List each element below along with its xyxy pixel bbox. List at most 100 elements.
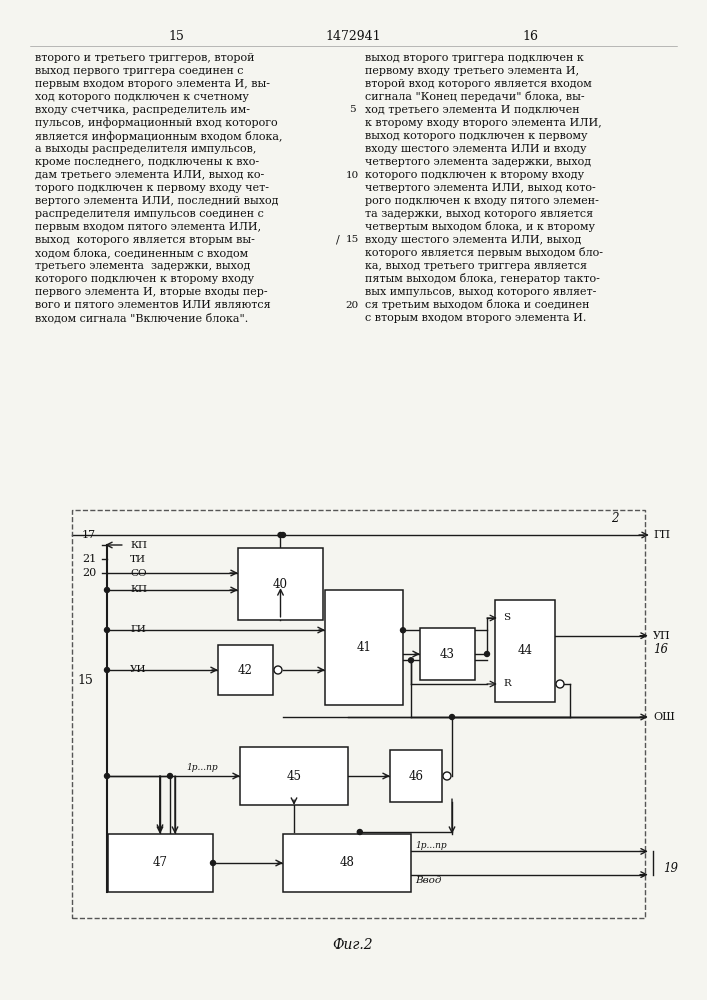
Text: 40: 40 bbox=[273, 578, 288, 590]
Circle shape bbox=[105, 668, 110, 672]
Text: КП: КП bbox=[130, 585, 147, 594]
Text: 5: 5 bbox=[349, 105, 356, 114]
Text: пятым выходом блока, генератор такто-: пятым выходом блока, генератор такто- bbox=[365, 273, 600, 284]
Text: выход которого подключен к первому: выход которого подключен к первому bbox=[365, 131, 588, 141]
Text: выход первого триггера соединен с: выход первого триггера соединен с bbox=[35, 66, 243, 76]
Text: входу счетчика, распределитель им-: входу счетчика, распределитель им- bbox=[35, 105, 250, 115]
Circle shape bbox=[274, 666, 282, 674]
Text: второй вход которого является входом: второй вход которого является входом bbox=[365, 79, 592, 89]
Bar bbox=[325, 590, 403, 705]
Text: которого является первым выходом бло-: которого является первым выходом бло- bbox=[365, 247, 603, 258]
Circle shape bbox=[484, 652, 489, 656]
Text: первым входом второго элемента И, вы-: первым входом второго элемента И, вы- bbox=[35, 79, 270, 89]
Text: вых импульсов, выход которого являет-: вых импульсов, выход которого являет- bbox=[365, 287, 597, 297]
Text: дам третьего элемента ИЛИ, выход ко-: дам третьего элемента ИЛИ, выход ко- bbox=[35, 170, 264, 180]
Text: УП: УП bbox=[653, 631, 671, 641]
Text: 17: 17 bbox=[82, 530, 96, 540]
Text: S: S bbox=[503, 613, 510, 622]
Text: третьего элемента  задержки, выход: третьего элемента задержки, выход bbox=[35, 261, 250, 271]
Text: которого подключен к второму входу: которого подключен к второму входу bbox=[365, 170, 584, 180]
Text: СО: СО bbox=[130, 568, 146, 578]
Bar bbox=[238, 548, 323, 620]
Bar bbox=[420, 628, 475, 680]
Text: 2: 2 bbox=[612, 512, 619, 524]
Text: а выходы распределителя импульсов,: а выходы распределителя импульсов, bbox=[35, 144, 257, 154]
Text: 15: 15 bbox=[346, 235, 358, 244]
Circle shape bbox=[400, 628, 406, 633]
Text: ОШ: ОШ bbox=[653, 712, 675, 722]
Text: распределителя импульсов соединен с: распределителя импульсов соединен с bbox=[35, 209, 264, 219]
Text: 43: 43 bbox=[440, 648, 455, 660]
Text: 44: 44 bbox=[518, 645, 532, 658]
Text: КП: КП bbox=[130, 540, 147, 550]
Circle shape bbox=[450, 714, 455, 720]
Bar bbox=[283, 834, 411, 892]
Circle shape bbox=[211, 860, 216, 865]
Circle shape bbox=[556, 680, 564, 688]
Bar bbox=[218, 645, 273, 695]
Text: пульсов, информационный вход которого: пульсов, информационный вход которого bbox=[35, 118, 278, 128]
Text: /: / bbox=[337, 235, 340, 245]
Circle shape bbox=[105, 628, 110, 633]
Text: четвертым выходом блока, и к второму: четвертым выходом блока, и к второму bbox=[365, 222, 595, 232]
Text: УИ: УИ bbox=[130, 666, 146, 674]
Circle shape bbox=[105, 774, 110, 778]
Text: первому входу третьего элемента И,: первому входу третьего элемента И, bbox=[365, 66, 579, 76]
Text: 20: 20 bbox=[346, 300, 358, 310]
Text: 16: 16 bbox=[522, 30, 538, 43]
Text: Ввод: Ввод bbox=[415, 876, 441, 885]
Text: ТИ: ТИ bbox=[130, 554, 146, 564]
Text: 19: 19 bbox=[663, 861, 678, 874]
Text: ся третьим выходом блока и соединен: ся третьим выходом блока и соединен bbox=[365, 300, 590, 310]
Text: вертого элемента ИЛИ, последний выход: вертого элемента ИЛИ, последний выход bbox=[35, 196, 279, 206]
Text: торого подключен к первому входу чет-: торого подключен к первому входу чет- bbox=[35, 183, 269, 193]
Bar bbox=[240, 747, 348, 805]
Text: 1472941: 1472941 bbox=[325, 30, 381, 43]
Text: ГИ: ГИ bbox=[130, 626, 146, 635]
Text: ГП: ГП bbox=[653, 530, 670, 540]
Text: ка, выход третьего триггера является: ка, выход третьего триггера является bbox=[365, 261, 587, 271]
Circle shape bbox=[278, 532, 283, 538]
Text: рого подключен к входу пятого элемен-: рого подключен к входу пятого элемен- bbox=[365, 196, 599, 206]
Circle shape bbox=[409, 658, 414, 663]
Text: четвертого элемента задержки, выход: четвертого элемента задержки, выход bbox=[365, 157, 591, 167]
Text: 15: 15 bbox=[77, 674, 93, 686]
Circle shape bbox=[168, 774, 173, 778]
Text: входу шестого элемента ИЛИ, выход: входу шестого элемента ИЛИ, выход bbox=[365, 235, 581, 245]
Text: четвертого элемента ИЛИ, выход кото-: четвертого элемента ИЛИ, выход кото- bbox=[365, 183, 596, 193]
Bar bbox=[390, 750, 442, 802]
Text: 46: 46 bbox=[409, 770, 423, 782]
Text: первым входом пятого элемента ИЛИ,: первым входом пятого элемента ИЛИ, bbox=[35, 222, 261, 232]
Text: 1р...nр: 1р...nр bbox=[415, 841, 447, 850]
Text: ход которого подключен к счетному: ход которого подключен к счетному bbox=[35, 92, 249, 102]
Circle shape bbox=[105, 587, 110, 592]
Text: является информационным входом блока,: является информационным входом блока, bbox=[35, 130, 283, 141]
Text: ходом блока, соединенным с входом: ходом блока, соединенным с входом bbox=[35, 248, 248, 258]
Text: та задержки, выход которого является: та задержки, выход которого является bbox=[365, 209, 593, 219]
Circle shape bbox=[281, 532, 286, 538]
Text: 42: 42 bbox=[238, 664, 253, 676]
Text: ход третьего элемента И подключен: ход третьего элемента И подключен bbox=[365, 105, 580, 115]
Text: 41: 41 bbox=[356, 641, 371, 654]
Text: кроме последнего, подключены к вхо-: кроме последнего, подключены к вхо- bbox=[35, 157, 259, 167]
Text: 21: 21 bbox=[82, 554, 96, 564]
Text: вого и пятого элементов ИЛИ являются: вого и пятого элементов ИЛИ являются bbox=[35, 300, 271, 310]
Text: входом сигнала "Включение блока".: входом сигнала "Включение блока". bbox=[35, 313, 248, 323]
Bar bbox=[72, 510, 645, 918]
Bar bbox=[495, 600, 555, 702]
Text: 20: 20 bbox=[82, 568, 96, 578]
Text: выход второго триггера подключен к: выход второго триггера подключен к bbox=[365, 53, 584, 63]
Text: входу шестого элемента ИЛИ и входу: входу шестого элемента ИЛИ и входу bbox=[365, 144, 587, 154]
Text: которого подключен к второму входу: которого подключен к второму входу bbox=[35, 274, 254, 284]
Text: с вторым входом второго элемента И.: с вторым входом второго элемента И. bbox=[365, 313, 586, 323]
Text: 47: 47 bbox=[153, 856, 168, 869]
Text: 45: 45 bbox=[286, 770, 301, 782]
Text: 15: 15 bbox=[168, 30, 184, 43]
Text: выход  которого является вторым вы-: выход которого является вторым вы- bbox=[35, 235, 255, 245]
Text: 16: 16 bbox=[653, 643, 668, 656]
Text: 48: 48 bbox=[339, 856, 354, 869]
Bar bbox=[108, 834, 213, 892]
Text: 10: 10 bbox=[346, 170, 358, 180]
Text: 1р...nр: 1р...nр bbox=[187, 764, 218, 772]
Text: первого элемента И, вторые входы пер-: первого элемента И, вторые входы пер- bbox=[35, 287, 268, 297]
